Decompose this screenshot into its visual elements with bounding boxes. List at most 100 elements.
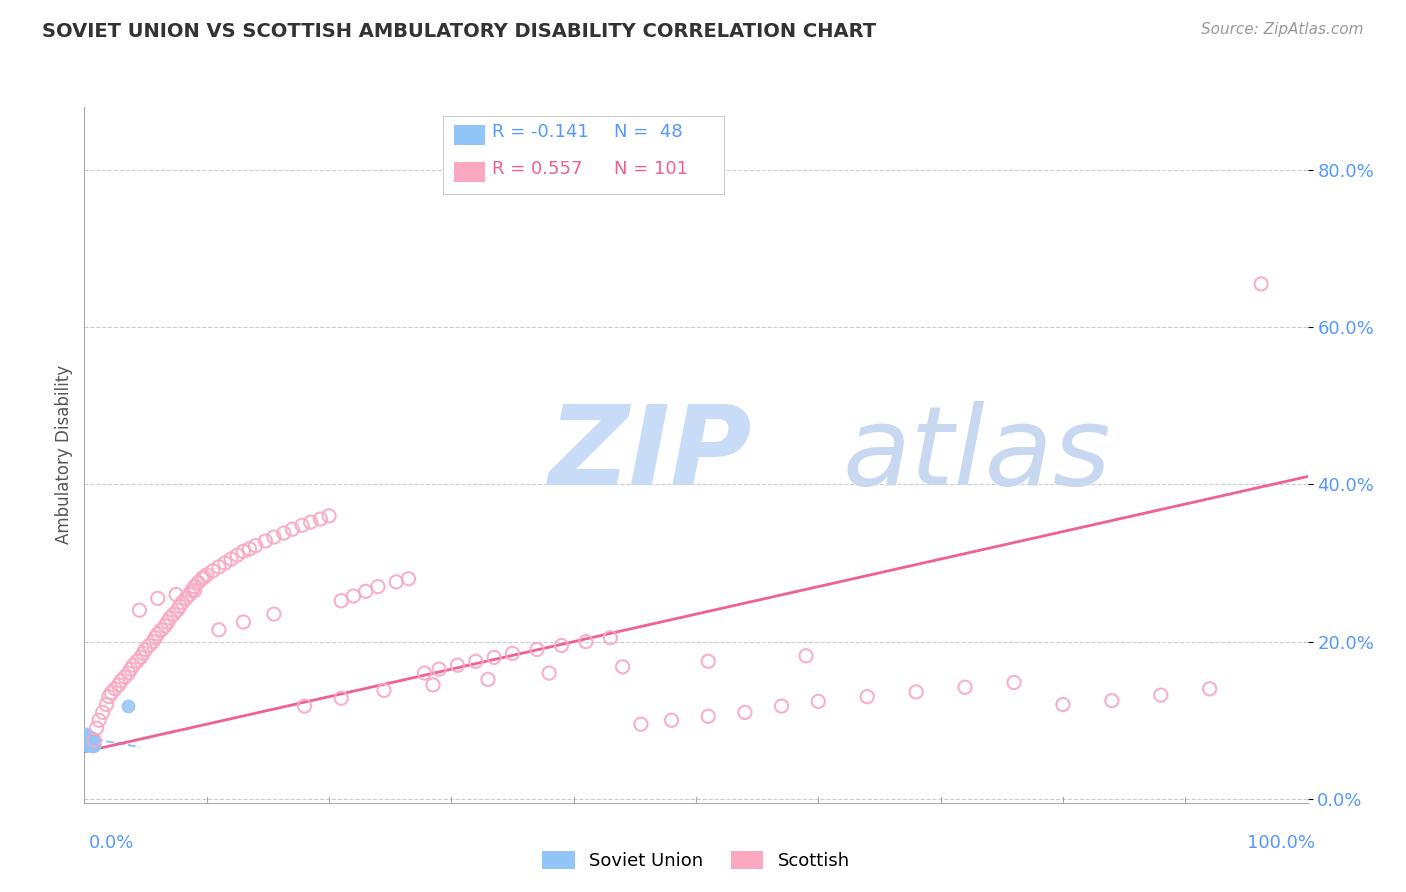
Point xyxy=(245,539,267,553)
Point xyxy=(770,699,793,714)
Point xyxy=(120,662,142,676)
Point xyxy=(77,738,100,752)
Point xyxy=(219,552,242,566)
Point xyxy=(183,580,205,594)
Point xyxy=(367,580,389,594)
Point xyxy=(77,739,100,753)
Point xyxy=(80,732,103,747)
Point xyxy=(166,603,188,617)
Point xyxy=(550,639,572,653)
Point xyxy=(794,648,817,663)
Point xyxy=(318,508,340,523)
Point xyxy=(79,738,101,752)
Point xyxy=(82,739,104,754)
Point xyxy=(80,737,103,751)
Text: atlas: atlas xyxy=(842,401,1111,508)
Point xyxy=(153,619,176,633)
Point xyxy=(138,639,160,653)
Point xyxy=(482,650,505,665)
Point xyxy=(169,599,191,614)
Text: SOVIET UNION VS SCOTTISH AMBULATORY DISABILITY CORRELATION CHART: SOVIET UNION VS SCOTTISH AMBULATORY DISA… xyxy=(42,22,876,41)
Point xyxy=(187,575,209,590)
Text: Source: ZipAtlas.com: Source: ZipAtlas.com xyxy=(1201,22,1364,37)
Point xyxy=(1101,693,1123,707)
Point xyxy=(856,690,879,704)
Point xyxy=(77,737,100,751)
Point xyxy=(191,572,214,586)
Point xyxy=(100,686,122,700)
Point xyxy=(82,734,104,748)
Point xyxy=(208,623,231,637)
Point xyxy=(79,735,101,749)
Point xyxy=(373,683,395,698)
Point xyxy=(77,735,100,749)
Point xyxy=(193,570,215,584)
Text: ZIP: ZIP xyxy=(550,401,752,508)
Point xyxy=(80,736,103,750)
Point xyxy=(238,541,260,556)
Point xyxy=(97,690,120,704)
Point xyxy=(79,734,101,748)
Point xyxy=(501,647,523,661)
Point xyxy=(104,681,127,696)
Point xyxy=(146,591,169,606)
Point xyxy=(77,732,100,747)
Point xyxy=(398,572,420,586)
Point xyxy=(179,587,201,601)
Point xyxy=(661,713,683,727)
Point xyxy=(1198,681,1220,696)
Point xyxy=(110,673,132,688)
Text: N = 101: N = 101 xyxy=(614,161,689,178)
Point xyxy=(80,739,103,753)
Point xyxy=(96,698,118,712)
Point xyxy=(83,739,105,753)
Point xyxy=(422,678,444,692)
Point xyxy=(142,634,165,648)
Point xyxy=(122,658,145,673)
Point xyxy=(117,666,139,681)
Point xyxy=(905,685,928,699)
Point xyxy=(125,654,148,668)
Point xyxy=(612,660,634,674)
Point xyxy=(83,735,105,749)
Point xyxy=(77,734,100,748)
Point xyxy=(77,731,100,745)
Point xyxy=(172,595,194,609)
Point xyxy=(342,589,364,603)
Point xyxy=(446,658,468,673)
Point xyxy=(165,587,187,601)
Point xyxy=(129,650,152,665)
Point xyxy=(77,732,100,747)
Point xyxy=(82,733,104,747)
Point xyxy=(330,691,353,706)
Point xyxy=(630,717,652,731)
Point xyxy=(697,654,720,668)
Point xyxy=(263,607,285,621)
Point xyxy=(79,732,101,747)
Point xyxy=(195,567,218,582)
Point xyxy=(146,627,169,641)
Point xyxy=(254,534,277,549)
Point xyxy=(80,734,103,748)
Point xyxy=(599,631,621,645)
Point xyxy=(232,615,254,629)
Point xyxy=(79,731,101,745)
Text: N =  48: N = 48 xyxy=(614,123,683,141)
Point xyxy=(427,662,450,676)
Point xyxy=(181,583,204,598)
Point xyxy=(385,574,408,589)
Legend: Soviet Union, Scottish: Soviet Union, Scottish xyxy=(536,844,856,877)
Point xyxy=(1150,688,1173,702)
Point xyxy=(77,736,100,750)
Point xyxy=(77,729,100,743)
Point xyxy=(526,642,548,657)
Point xyxy=(281,522,304,536)
Point xyxy=(76,733,98,747)
Point xyxy=(294,699,316,714)
Point xyxy=(464,654,486,668)
Point xyxy=(107,678,129,692)
Point xyxy=(77,733,100,747)
Point xyxy=(76,738,98,752)
Point xyxy=(273,526,295,541)
Point xyxy=(214,556,236,570)
